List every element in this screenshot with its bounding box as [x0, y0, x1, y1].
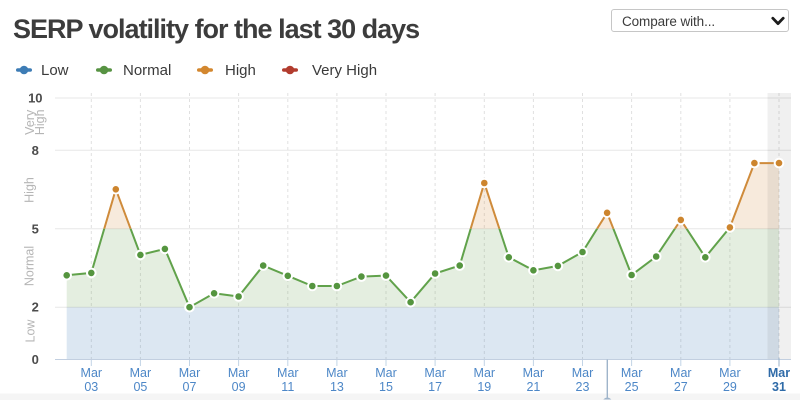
svg-text:Low: Low — [24, 319, 38, 343]
svg-text:Mar: Mar — [572, 366, 594, 380]
svg-text:5: 5 — [32, 221, 39, 236]
svg-text:09: 09 — [232, 380, 246, 394]
svg-text:19: 19 — [477, 380, 491, 394]
svg-text:8: 8 — [32, 143, 39, 158]
svg-text:Mar: Mar — [326, 366, 348, 380]
svg-text:Mar: Mar — [424, 366, 446, 380]
svg-text:Mar: Mar — [474, 366, 496, 380]
svg-text:29: 29 — [723, 380, 737, 394]
svg-text:17: 17 — [428, 380, 442, 394]
svg-text:25: 25 — [625, 380, 639, 394]
svg-text:05: 05 — [133, 380, 147, 394]
svg-text:Mar: Mar — [768, 366, 790, 380]
svg-text:23: 23 — [576, 380, 590, 394]
svg-text:Very: Very — [23, 109, 37, 135]
svg-text:Mar: Mar — [179, 366, 201, 380]
svg-text:10: 10 — [28, 91, 42, 106]
svg-text:Mar: Mar — [228, 366, 250, 380]
svg-text:07: 07 — [183, 380, 197, 394]
svg-text:Mar: Mar — [81, 366, 103, 380]
svg-text:Mar: Mar — [670, 366, 692, 380]
svg-text:Mar: Mar — [375, 366, 397, 380]
svg-text:High: High — [23, 177, 37, 203]
svg-text:0: 0 — [32, 352, 39, 367]
svg-text:Mar: Mar — [523, 366, 545, 380]
svg-text:High: High — [33, 109, 47, 135]
svg-text:Mar: Mar — [719, 366, 741, 380]
svg-text:31: 31 — [772, 380, 786, 394]
svg-text:15: 15 — [379, 380, 393, 394]
svg-text:21: 21 — [526, 380, 540, 394]
svg-text:Mar: Mar — [130, 366, 152, 380]
svg-text:Mar: Mar — [277, 366, 299, 380]
svg-text:2: 2 — [32, 300, 39, 315]
svg-text:13: 13 — [330, 380, 344, 394]
svg-text:03: 03 — [84, 380, 98, 394]
svg-text:Normal: Normal — [23, 246, 37, 286]
svg-text:Mar: Mar — [621, 366, 643, 380]
svg-text:27: 27 — [674, 380, 688, 394]
svg-text:11: 11 — [281, 380, 294, 394]
